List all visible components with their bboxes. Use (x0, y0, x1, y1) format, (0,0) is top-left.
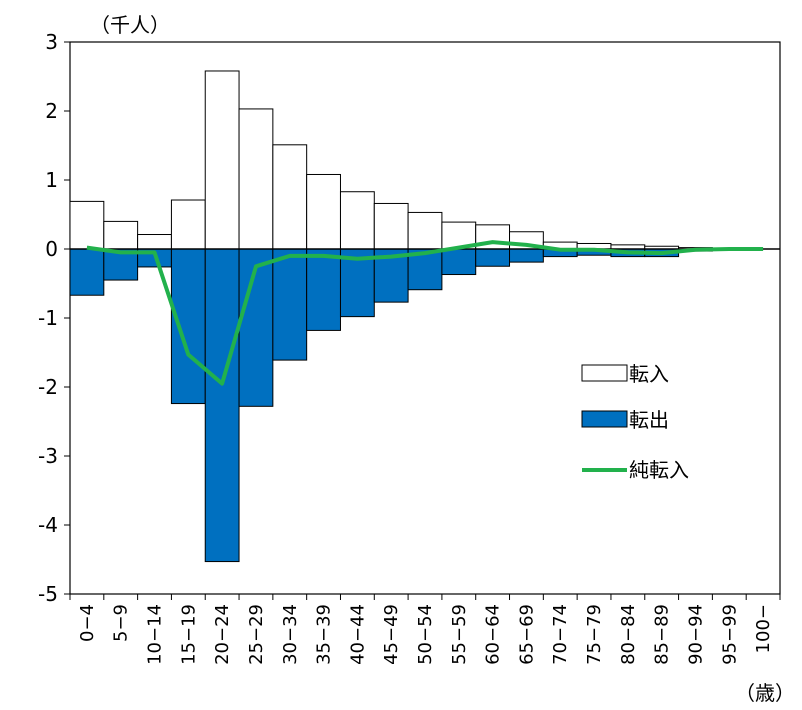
x-tick-label: 85−89 (652, 604, 673, 665)
y-tick-label: -1 (38, 306, 58, 330)
y-tick-label: -3 (38, 444, 58, 468)
x-tick-label: 45−49 (381, 604, 402, 665)
x-tick-label: 5−9 (111, 604, 132, 642)
bar-tenshutsu (170, 248, 206, 405)
bar-tenshutsu (272, 248, 308, 361)
y-unit-label: （千人） (90, 13, 170, 37)
x-tick-label: 80−84 (618, 604, 639, 665)
x-tick-label: 0−4 (77, 604, 98, 642)
x-tick-label: 70−74 (550, 604, 571, 665)
legend-label-jun-tennyu: 純転入 (629, 458, 689, 482)
y-tick-label: 3 (45, 30, 58, 54)
legend-label-tenshutsu: 転出 (629, 408, 669, 432)
x-tick-label: 25−29 (246, 604, 267, 665)
x-tick-label: 35−39 (314, 604, 335, 665)
bar-tenshutsu (475, 248, 511, 267)
x-tick-label: 100− (753, 604, 774, 653)
legend-label-tennyu: 転入 (629, 362, 669, 386)
bar-tennyu (373, 202, 409, 250)
bar-tennyu (238, 108, 274, 250)
bar-tennyu (204, 70, 240, 250)
x-tick-label: 15−19 (178, 604, 199, 665)
y-axis: 3 2 1 0 -1 -2 -3 -4 -5 (38, 30, 70, 606)
bar-tennyu (272, 144, 308, 250)
bar-tennyu (339, 191, 375, 250)
bar-tennyu (170, 199, 206, 250)
bar-tenshutsu (509, 248, 544, 263)
bar-tennyu (103, 220, 139, 250)
y-tick-label: -2 (38, 375, 58, 399)
x-tick-label: 60−64 (483, 604, 504, 665)
bar-tennyu (407, 211, 443, 250)
bar-tenshutsu (238, 248, 274, 407)
series-jun-tennyu-line (86, 240, 764, 386)
x-unit-label: （歳） (735, 681, 795, 705)
y-tick-label: 0 (45, 237, 58, 261)
x-tick-label: 65−69 (516, 604, 537, 665)
legend: 転入 転出 純転入 (581, 362, 689, 482)
x-tick-label: 30−34 (280, 604, 301, 665)
x-tick-label: 95−99 (719, 604, 740, 665)
x-tick-label: 50−54 (415, 604, 436, 665)
bar-tenshutsu (204, 248, 240, 563)
y-tick-label: 2 (45, 99, 58, 123)
bar-tennyu (137, 234, 172, 250)
x-tick-label: 10−14 (145, 604, 166, 665)
y-tick-label: -5 (38, 582, 58, 606)
x-tick-label: 40−44 (347, 604, 368, 665)
y-tick-label: -4 (38, 513, 58, 537)
legend-swatch-tennyu (581, 364, 628, 382)
x-tick-label: 75−79 (584, 604, 605, 665)
bar-tenshutsu (69, 248, 105, 296)
legend-swatch-tenshutsu (581, 410, 628, 428)
series-tennyu-bars (69, 70, 747, 250)
bar-tenshutsu (441, 248, 477, 276)
x-tick-label: 90−94 (685, 604, 706, 665)
x-axis: 0−4 5−9 10−14 15−19 20−24 25−29 30−34 35−39 40−4… (69, 594, 781, 665)
bar-tenshutsu (306, 248, 341, 331)
bar-tennyu (306, 173, 341, 250)
y-tick-label: 1 (45, 168, 58, 192)
bar-tennyu (69, 200, 105, 250)
x-tick-label: 20−24 (212, 604, 233, 665)
x-tick-label: 55−59 (449, 604, 470, 665)
